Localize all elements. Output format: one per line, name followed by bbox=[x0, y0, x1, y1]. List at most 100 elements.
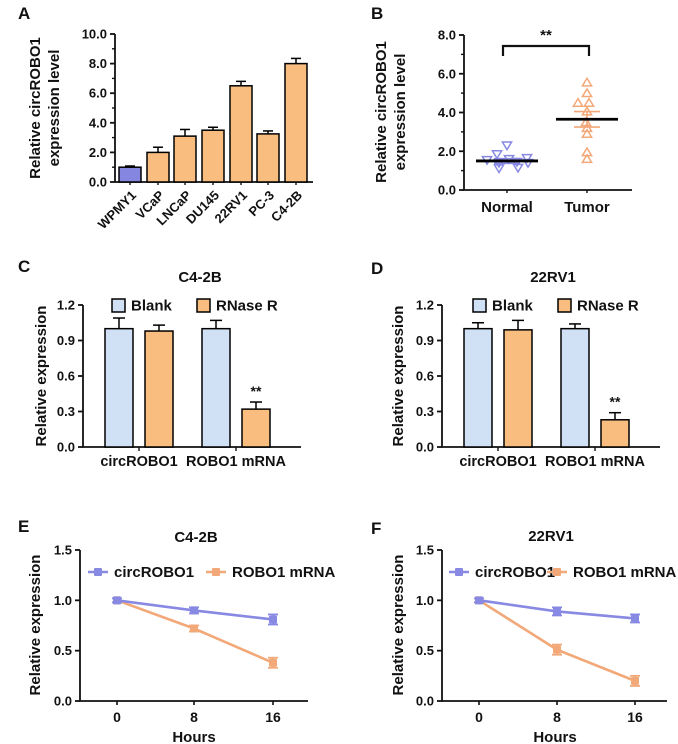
y-tick-label: 1.2 bbox=[57, 298, 75, 313]
y-tick-label: 0.0 bbox=[89, 175, 107, 190]
y-tick-label: 0.0 bbox=[57, 440, 75, 455]
triangle-down-marker bbox=[521, 153, 533, 164]
legend-label: ROBO1 mRNA bbox=[232, 564, 336, 581]
bar-VCaP bbox=[146, 151, 170, 183]
y-tick-label: 0.6 bbox=[57, 369, 75, 384]
triangle-up-marker bbox=[583, 97, 595, 107]
panel-title: 22RV1 bbox=[528, 528, 574, 545]
axes: 0.0 2.0 4.0 6.0 8.0 Relative circROBO1 express… bbox=[373, 28, 632, 198]
square-marker bbox=[269, 658, 277, 667]
legend-marker-ROBO1 mRNA bbox=[212, 568, 220, 576]
legend-label: Blank bbox=[131, 298, 173, 315]
legend-label: circROBO1 bbox=[114, 564, 194, 581]
bar-RNase R-circROBO1 bbox=[503, 329, 533, 448]
y-tick-label: 6.0 bbox=[89, 86, 107, 101]
y-tick-label: 8.0 bbox=[438, 28, 456, 43]
panel-f-chart: 0.0 0.5 1.0 1.5 Relative expression 22RV1 0 8 16… bbox=[390, 528, 677, 744]
x-tick-label: 0 bbox=[475, 709, 483, 725]
significance-stars: ** bbox=[540, 27, 552, 44]
bar-RNase R-ROBO1 mRNA bbox=[600, 419, 630, 448]
x-cat-label: WPMY1 bbox=[95, 188, 139, 232]
y-tick-label: 1.0 bbox=[416, 593, 434, 608]
axes: 0.0 0.5 1.0 1.5 Relative expression 22RV1 bbox=[390, 528, 667, 709]
square-marker bbox=[553, 645, 561, 654]
bar-DU145 bbox=[201, 129, 225, 183]
panel-a: A 0.0 2.0 4.0 6.0 8.0 10.0 Relative circROBO1 e… bbox=[0, 0, 339, 245]
group-Tumor: Tumor bbox=[556, 76, 618, 216]
y-tick-label: 1.2 bbox=[416, 298, 434, 313]
legend-label: circROBO1 bbox=[475, 564, 555, 581]
triangle-down-marker bbox=[522, 158, 534, 169]
y-tick-label: 4.0 bbox=[438, 105, 456, 120]
x-tick-label: 16 bbox=[627, 709, 643, 725]
group-Normal: Normal bbox=[476, 141, 538, 216]
grouped-bars: Blank RNase R circROBO1 ROBO1 mRNA ** bbox=[459, 298, 645, 471]
bar-Blank-circROBO1 bbox=[104, 327, 134, 448]
legend-swatch-Blank bbox=[472, 298, 487, 313]
square-marker bbox=[475, 596, 483, 605]
square-marker bbox=[631, 614, 639, 623]
triangle-up-marker bbox=[581, 153, 593, 164]
y-tick-label: 1.0 bbox=[54, 593, 72, 608]
triangle-down-marker bbox=[491, 150, 503, 160]
square-marker bbox=[190, 624, 198, 633]
panel-b-chart: 0.0 2.0 4.0 6.0 8.0 Relative circROBO1 express… bbox=[373, 27, 632, 216]
panel-b-label: B bbox=[371, 4, 384, 23]
panel-a-chart: 0.0 2.0 4.0 6.0 8.0 10.0 Relative circROBO1 exp… bbox=[27, 27, 313, 232]
y-tick-label: 0.0 bbox=[438, 183, 456, 198]
x-cat-label: Normal bbox=[481, 199, 533, 216]
panel-b: B 0.0 2.0 4.0 6.0 8.0 Relative circROBO1 expre… bbox=[339, 0, 678, 245]
panel-f: F 0.0 0.5 1.0 1.5 Relative expression 22RV1 0 8… bbox=[339, 495, 678, 744]
axes: 0.0 0.3 0.6 0.9 1.2 Relative expression C4-2B bbox=[33, 269, 301, 455]
triangle-up-marker bbox=[572, 97, 584, 107]
significance-stars: ** bbox=[251, 383, 262, 399]
x-cat-label: 22RV1 bbox=[212, 188, 251, 227]
panel-e-chart: 0.0 0.5 1.0 1.5 Relative expression C4-2B 0 8 16… bbox=[27, 529, 336, 744]
legend-marker-ROBO1 mRNA bbox=[553, 568, 561, 576]
x-tick-label: 8 bbox=[553, 709, 561, 725]
triangle-down-marker bbox=[501, 141, 513, 152]
legend-swatch-Blank bbox=[111, 298, 126, 313]
y-tick-label: 0.5 bbox=[54, 643, 72, 658]
triangle-down-marker bbox=[493, 164, 505, 174]
y-axis-title: Relative circROBO1 bbox=[27, 37, 44, 179]
grouped-bars: Blank RNase R circROBO1 ROBO1 mRNA ** bbox=[100, 298, 286, 471]
legend-swatch-RNase R bbox=[196, 298, 211, 313]
y-axis-title: expression level bbox=[392, 54, 409, 171]
panel-d-label: D bbox=[371, 259, 384, 278]
y-tick-label: 2.0 bbox=[89, 145, 107, 160]
legend-label: RNase R bbox=[216, 298, 278, 315]
y-tick-label: 0.0 bbox=[54, 694, 72, 709]
legend-swatch-RNase R bbox=[557, 298, 572, 313]
x-cat-label: Tumor bbox=[564, 199, 610, 216]
y-tick-label: 0.6 bbox=[416, 369, 434, 384]
panel-title: C4-2B bbox=[174, 529, 218, 546]
y-tick-label: 8.0 bbox=[89, 56, 107, 71]
y-axis-title: Relative expression bbox=[33, 306, 50, 447]
square-marker bbox=[269, 615, 277, 624]
triangle-down-marker bbox=[512, 163, 524, 174]
series-circROBO1 bbox=[112, 596, 278, 626]
y-tick-label: 0.9 bbox=[416, 333, 434, 348]
y-tick-label: 1.5 bbox=[54, 543, 72, 558]
x-tick-label: 0 bbox=[113, 709, 121, 725]
y-tick-label: 1.5 bbox=[416, 543, 434, 558]
panel-c-chart: 0.0 0.3 0.6 0.9 1.2 Relative expression C4-2B B… bbox=[33, 269, 301, 471]
legend-marker-circROBO1 bbox=[94, 568, 102, 576]
y-tick-label: 2.0 bbox=[438, 144, 456, 159]
x-tick-label: 16 bbox=[265, 709, 281, 725]
panel-title: C4-2B bbox=[178, 269, 222, 286]
y-tick-label: 0.5 bbox=[416, 643, 434, 658]
y-axis-title: Relative expression bbox=[390, 306, 407, 447]
axes: 0.0 0.3 0.6 0.9 1.2 Relative expression 22RV1 bbox=[390, 269, 660, 455]
y-axis-title: Relative circROBO1 bbox=[373, 41, 390, 183]
bar-Blank-ROBO1 mRNA bbox=[560, 327, 590, 448]
legend-marker-circROBO1 bbox=[455, 568, 463, 576]
y-tick-label: 0.3 bbox=[57, 404, 75, 419]
triangle-up-marker bbox=[581, 76, 593, 87]
x-cat-label: circROBO1 bbox=[459, 454, 536, 470]
series-circROBO1 bbox=[474, 596, 640, 624]
line-series: 0 8 16 Hours circROBO1 ROBO1 mRNA bbox=[88, 564, 336, 744]
